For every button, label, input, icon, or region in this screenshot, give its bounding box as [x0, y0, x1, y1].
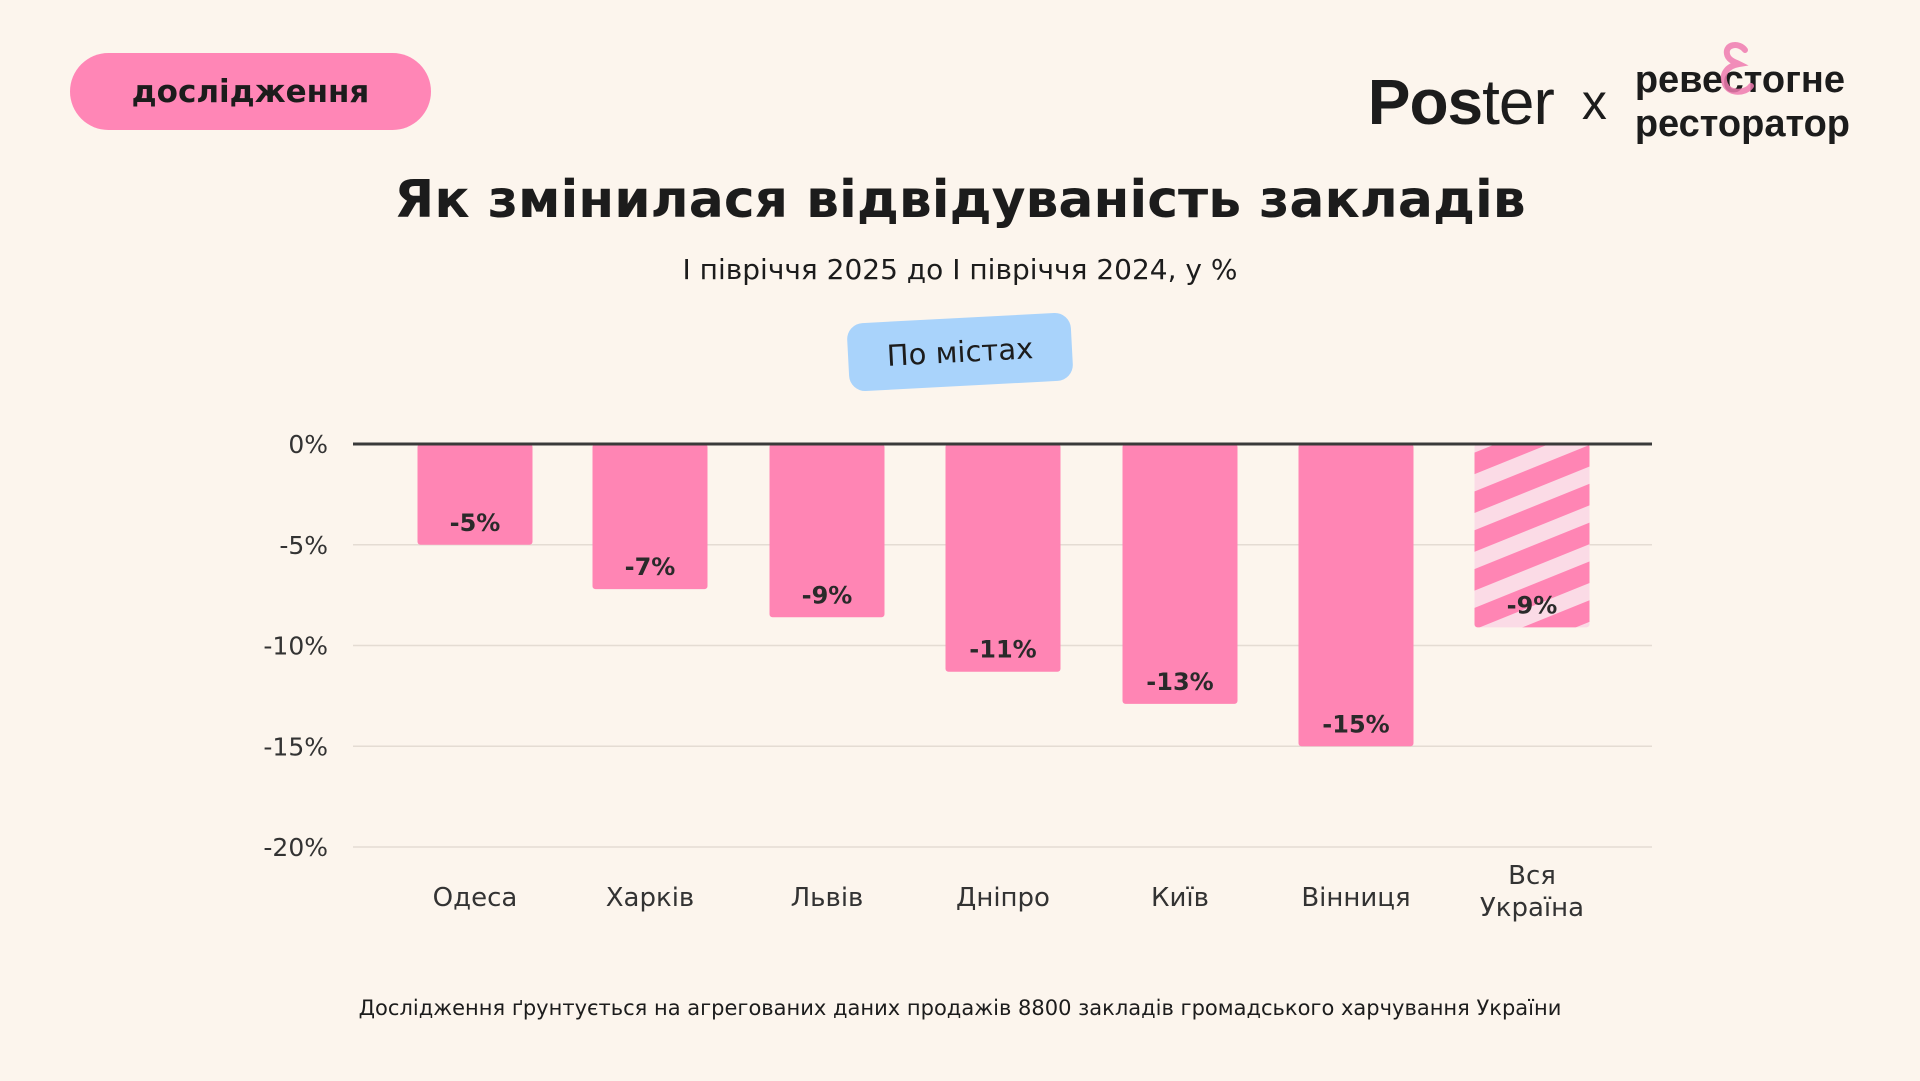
bar [769, 444, 885, 618]
y-tick-label: -15% [263, 732, 328, 761]
x-tick-label: Одеса [433, 883, 518, 913]
x-tick-label: Вінниця [1301, 883, 1410, 913]
data-label: -13% [1146, 668, 1213, 696]
x-tick-label: Львів [791, 883, 864, 913]
y-tick-label: -5% [279, 531, 328, 560]
x-tick-label: Вся [1508, 861, 1556, 891]
data-label: -15% [1322, 710, 1389, 738]
data-label: -11% [969, 636, 1036, 664]
chart-subtitle: І півріччя 2025 до І півріччя 2024, у % [682, 253, 1238, 286]
y-tick-label: -10% [263, 632, 328, 661]
bar [592, 444, 708, 590]
research-tag: дослідження [70, 53, 431, 130]
y-tick-label: -20% [263, 833, 328, 862]
data-label: -9% [1507, 591, 1558, 619]
data-label: -5% [450, 509, 501, 537]
partner-logo: ревестогне ресторатор [1634, 42, 1850, 146]
logo-separator: x [1581, 74, 1607, 130]
x-tick-label: Київ [1151, 883, 1209, 913]
data-label: -7% [625, 553, 676, 581]
data-label: -9% [802, 581, 853, 609]
bar [945, 444, 1061, 672]
y-tick-label: 0% [288, 430, 328, 459]
partner-line2: ресторатор [1634, 103, 1850, 145]
logo: Poster x ревестогне ресторатор [1367, 42, 1850, 146]
x-tick-label: Харків [606, 883, 695, 913]
bar [417, 444, 533, 545]
bar [1298, 444, 1414, 747]
bar [1122, 444, 1238, 704]
x-tick-label: Дніпро [956, 883, 1050, 913]
x-tick-label: Україна [1480, 893, 1584, 923]
poster-logo: Poster [1367, 66, 1555, 138]
bar [1474, 444, 1590, 628]
chart-title: Як змінилася відвідуваність закладів [394, 170, 1526, 230]
footnote: Дослідження ґрунтується на агрегованих д… [358, 996, 1562, 1020]
